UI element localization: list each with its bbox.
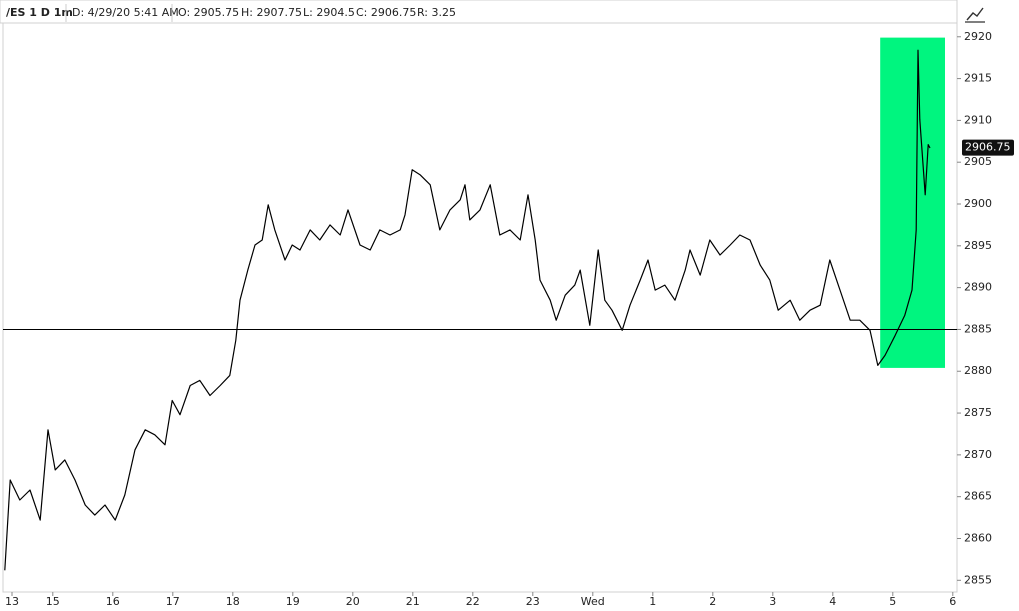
x-tick-label: 20: [346, 595, 360, 608]
x-tick-label: 4: [829, 595, 836, 608]
y-tick-label: 2920: [964, 30, 992, 43]
highlight-box: [880, 37, 945, 368]
y-tick-label: 2910: [964, 113, 992, 126]
chart-style-icon[interactable]: [965, 7, 985, 23]
x-tick-label: 18: [226, 595, 240, 608]
x-tick-label: 1: [649, 595, 656, 608]
plot: [3, 37, 957, 571]
symbol: /ES 1 D 1m: [6, 6, 73, 19]
x-tick-label: 15: [46, 595, 60, 608]
x-tick-label: 19: [286, 595, 300, 608]
x-tick-label: 13: [5, 595, 19, 608]
y-tick-label: 2880: [964, 364, 992, 377]
header-close: C: 2906.75: [356, 6, 416, 19]
y-tick-label: 2865: [964, 490, 992, 503]
x-tick-label: 21: [406, 595, 420, 608]
x-tick-label: Wed: [581, 595, 605, 608]
header-high: H: 2907.75: [241, 6, 302, 19]
header-date: D: 4/29/20 5:41 AM: [72, 6, 179, 19]
y-tick-label: 2915: [964, 72, 992, 85]
last-price-label: 2906.75: [965, 141, 1011, 154]
x-tick-label: 17: [166, 595, 180, 608]
x-tick-label: 22: [466, 595, 480, 608]
price-line: [4, 49, 931, 571]
x-tick-label: 23: [526, 595, 540, 608]
header-open: O: 2905.75: [178, 6, 239, 19]
last-price-box: [962, 139, 1014, 156]
y-tick-label: 2885: [964, 322, 992, 335]
y-tick-label: 2890: [964, 281, 992, 294]
y-tick-label: 2895: [964, 239, 992, 252]
y-tick-label: 2905: [964, 155, 992, 168]
x-tick-label: 3: [769, 595, 776, 608]
x-tick-label: 16: [106, 595, 120, 608]
y-tick-label: 2870: [964, 448, 992, 461]
header-low: L: 2904.5: [303, 6, 355, 19]
header-bar: [0, 0, 958, 24]
y-tick-label: 2855: [964, 573, 992, 586]
x-tick-label: 6: [949, 595, 956, 608]
header-range: R: 3.25: [417, 6, 456, 19]
x-tick-label: 2: [709, 595, 716, 608]
y-tick-label: 2875: [964, 406, 992, 419]
y-tick-label: 2860: [964, 531, 992, 544]
x-tick-label: 5: [889, 595, 896, 608]
y-tick-label: 2900: [964, 197, 992, 210]
